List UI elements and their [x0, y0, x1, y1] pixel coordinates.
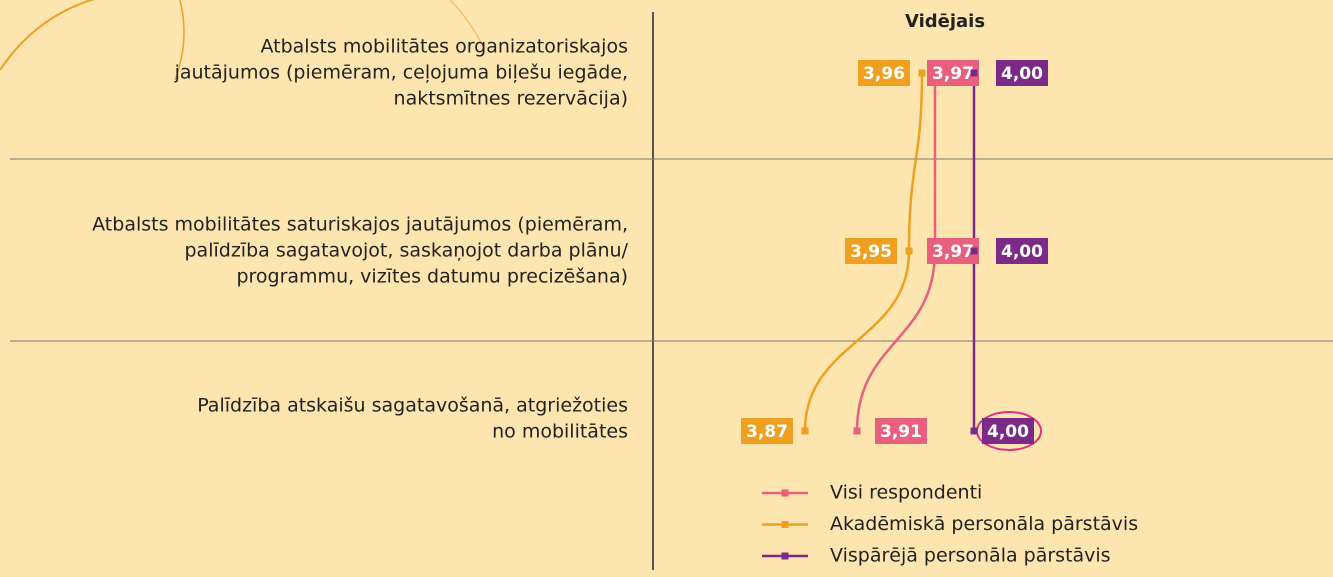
category-label: no mobilitātes	[492, 421, 628, 443]
decor-arc	[449, 0, 486, 51]
legend-marker	[781, 489, 789, 497]
value-label: 4,00	[987, 422, 1029, 442]
legend-marker	[781, 552, 789, 560]
marker	[905, 247, 913, 255]
series-line	[803, 72, 924, 432]
marker	[970, 69, 978, 77]
value-label-box	[875, 418, 927, 444]
category-label: Palīdzība atskaišu sagatavošanā, atgriež…	[197, 395, 628, 417]
decor-arc	[0, 0, 95, 71]
value-label: 3,95	[850, 242, 892, 262]
column-header: Vidējais	[905, 11, 985, 32]
value-label-box	[741, 418, 793, 444]
legend-label: Akadēmiskā personāla pārstāvis	[830, 513, 1138, 535]
value-label: 3,96	[863, 64, 905, 84]
value-label: 3,91	[880, 422, 922, 442]
legend-label: Vispārējā personāla pārstāvis	[830, 545, 1111, 567]
category-label: jautājumos (piemēram, ceļojuma biļešu ie…	[174, 62, 628, 84]
value-label-box	[845, 238, 897, 264]
value-label-box	[927, 238, 979, 264]
marker	[918, 69, 926, 77]
category-label: programmu, vizītes datumu precizēšana)	[236, 266, 628, 288]
value-label: 4,00	[1001, 64, 1043, 84]
legend-label: Visi respondenti	[830, 482, 982, 504]
marker	[801, 427, 809, 435]
value-label: 4,00	[1001, 242, 1043, 262]
category-label: palīdzība sagatavojot, saskaņojot darba …	[185, 240, 629, 262]
legend-marker	[781, 521, 789, 528]
category-label: Atbalsts mobilitātes saturiskajos jautāj…	[92, 214, 628, 236]
marker	[970, 427, 978, 435]
category-label: Atbalsts mobilitātes organizatoriskajos	[260, 36, 628, 58]
value-label: 3,87	[746, 422, 788, 442]
value-label: 3,97	[932, 242, 974, 262]
value-label-box	[996, 60, 1048, 86]
value-label-box	[996, 238, 1048, 264]
decor-arc	[174, 0, 185, 81]
value-label-box	[982, 418, 1034, 444]
value-label-box	[858, 60, 910, 86]
category-label: naktsmītnes rezervācija)	[394, 88, 628, 110]
value-label-box	[927, 60, 979, 86]
marker	[970, 247, 978, 255]
value-label: 3,97	[932, 64, 974, 84]
marker	[853, 427, 861, 435]
